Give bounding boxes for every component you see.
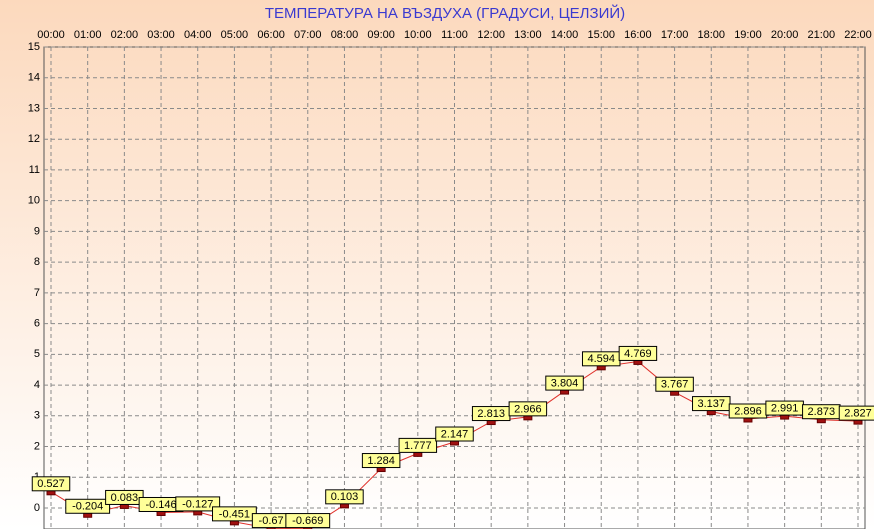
data-label-box xyxy=(435,426,474,442)
data-label: 0.527 xyxy=(37,478,65,490)
y-tick-label: 3 xyxy=(34,410,40,422)
x-tick-label: 18:00 xyxy=(698,29,726,41)
data-label-box xyxy=(31,476,71,492)
data-label: -0.669 xyxy=(292,515,323,527)
data-label-box xyxy=(508,401,548,417)
x-tick-label: 08:00 xyxy=(331,29,359,41)
x-tick-label: 10:00 xyxy=(404,29,432,41)
data-label: 1.777 xyxy=(404,440,432,452)
y-tick-label: 14 xyxy=(28,72,40,84)
y-tick-label: 6 xyxy=(34,318,40,330)
x-tick-label: 05:00 xyxy=(221,29,249,41)
y-tick-label: 10 xyxy=(28,195,40,207)
x-tick-label: 17:00 xyxy=(661,29,689,41)
y-tick-label: 13 xyxy=(28,102,40,114)
y-tick-label: 5 xyxy=(34,348,40,360)
data-label-box xyxy=(175,496,221,512)
data-label: 3.767 xyxy=(661,379,689,391)
data-label-box xyxy=(65,498,111,514)
y-tick-label: 7 xyxy=(34,287,40,299)
data-label: -0.127 xyxy=(182,498,213,510)
data-label: 2.966 xyxy=(514,403,542,415)
data-label-box xyxy=(618,345,658,361)
data-label: 4.769 xyxy=(624,348,652,360)
data-label-box xyxy=(545,375,584,391)
x-tick-label: 16:00 xyxy=(624,29,652,41)
data-label: 2.991 xyxy=(771,402,799,414)
data-label: 4.594 xyxy=(587,353,615,365)
data-label: 2.813 xyxy=(477,408,505,420)
x-tick-label: 01:00 xyxy=(74,29,102,41)
x-tick-label: 07:00 xyxy=(294,29,322,41)
x-tick-label: 15:00 xyxy=(587,29,615,41)
x-tick-label: 19:00 xyxy=(734,29,762,41)
data-label-box xyxy=(285,513,331,529)
data-label: 2.827 xyxy=(844,408,872,420)
chart-title: ТЕМПЕРАТУРА НА ВЪЗДУХА (ГРАДУСИ, ЦЕЛЗИЙ) xyxy=(265,4,625,22)
y-tick-label: 0 xyxy=(34,502,40,514)
y-tick-label: 8 xyxy=(34,256,40,268)
x-tick-label: 21:00 xyxy=(808,29,836,41)
data-label: -0.67 xyxy=(259,515,284,527)
x-tick-label: 04:00 xyxy=(184,29,212,41)
y-tick-label: 12 xyxy=(28,133,40,145)
y-tick-label: 15 xyxy=(28,41,40,53)
data-label: 2.147 xyxy=(441,428,469,440)
data-label: -0.146 xyxy=(145,499,176,511)
x-tick-label: 11:00 xyxy=(441,29,468,41)
x-tick-label: 22:00 xyxy=(844,29,872,41)
data-label: 1.284 xyxy=(367,455,395,467)
x-tick-label: 00:00 xyxy=(37,29,65,41)
data-label: 0.103 xyxy=(331,491,359,503)
x-tick-label: 14:00 xyxy=(551,29,579,41)
x-tick-label: 12:00 xyxy=(477,29,505,41)
x-tick-label: 13:00 xyxy=(514,29,542,41)
data-label: 2.873 xyxy=(808,406,836,418)
y-tick-label: 2 xyxy=(34,440,40,452)
x-tick-label: 03:00 xyxy=(147,29,175,41)
data-label: -0.451 xyxy=(219,508,250,520)
data-label-box xyxy=(398,437,438,453)
x-tick-label: 20:00 xyxy=(771,29,799,41)
data-label: -0.204 xyxy=(72,501,103,513)
x-tick-label: 02:00 xyxy=(111,29,139,41)
x-tick-label: 06:00 xyxy=(257,29,285,41)
data-label: 2.896 xyxy=(734,405,762,417)
y-tick-label: 9 xyxy=(34,225,40,237)
data-label-box xyxy=(838,405,874,421)
data-label: 3.137 xyxy=(698,398,726,410)
y-tick-label: 4 xyxy=(34,379,40,391)
data-label: 0.083 xyxy=(111,492,139,504)
data-label-box xyxy=(361,453,401,469)
y-tick-label: 11 xyxy=(29,164,40,176)
data-label: 3.804 xyxy=(551,377,579,389)
x-tick-label: 09:00 xyxy=(367,29,395,41)
data-label-box xyxy=(655,376,694,392)
data-label-box xyxy=(325,489,364,505)
